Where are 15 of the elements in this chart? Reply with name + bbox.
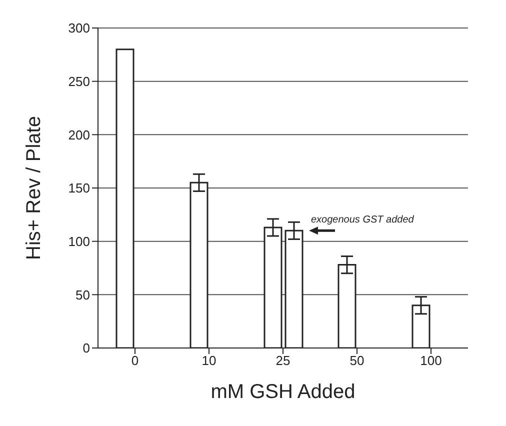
y-axis-title: His+ Rev / Plate [23, 116, 46, 260]
x-tick-label: 100 [420, 353, 442, 368]
y-tick-label: 300 [68, 20, 90, 36]
annotation: exogenous GST added [311, 214, 414, 226]
x-tick-label: 10 [202, 353, 216, 368]
x-tick-label: 0 [131, 353, 139, 368]
y-tick-label: 150 [68, 180, 90, 196]
x-tick-label: 25 [276, 353, 290, 368]
y-tick-label: 50 [76, 287, 90, 302]
y-tick-label: 100 [68, 234, 90, 249]
y-tick-label: 200 [68, 127, 90, 142]
y-tick-label: 0 [82, 340, 90, 356]
x-axis-title: mM GSH Added [210, 381, 356, 403]
x-tick-label: 50 [350, 353, 364, 368]
y-tick-label: 250 [68, 74, 90, 89]
